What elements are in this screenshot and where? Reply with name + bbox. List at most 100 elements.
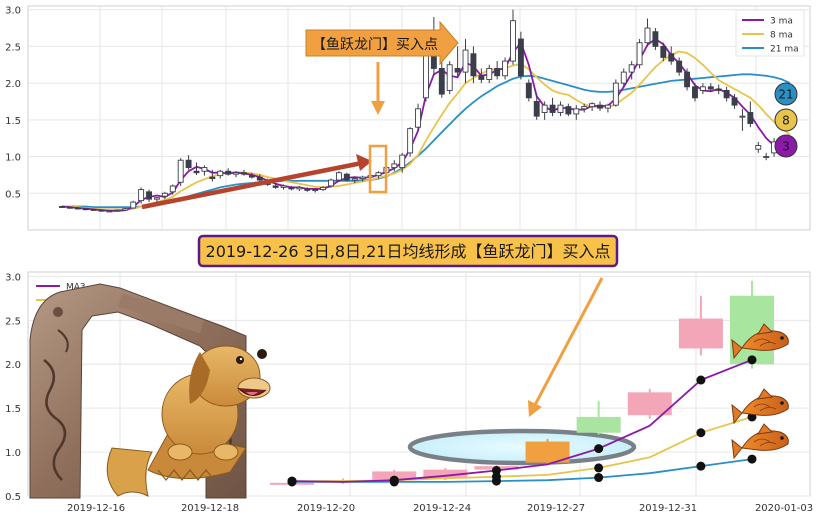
top-candle xyxy=(549,97,556,117)
top-candle xyxy=(312,188,319,193)
banner-box xyxy=(197,234,619,268)
bottom-y-tick-label: 0.5 xyxy=(5,492,21,503)
top-candle xyxy=(478,68,485,84)
top-y-tick-labels: 0.5 1.0 1.5 2.0 2.5 3.0 xyxy=(5,6,21,201)
top-candle xyxy=(241,169,247,176)
bottom-x-tick-label: 2019-12-18 xyxy=(181,503,239,514)
top-candle xyxy=(676,57,683,76)
bottom-candle xyxy=(678,295,723,356)
top-candle xyxy=(533,94,540,120)
top-candle xyxy=(636,39,643,69)
top-candle xyxy=(699,83,706,95)
top-candle xyxy=(486,64,493,84)
top-candle xyxy=(604,103,611,113)
top-candle xyxy=(660,42,667,62)
ma-circle-badge: 8 xyxy=(774,108,798,132)
top-candle xyxy=(256,174,263,182)
top-candle xyxy=(668,46,675,65)
top-candle xyxy=(169,184,176,195)
bottom-y-tick-label: 2.5 xyxy=(5,316,21,327)
bottom-y-tick-labels: 0.5 1.0 1.5 2.0 2.5 3.0 xyxy=(5,272,21,503)
top-y-tick-label: 3.0 xyxy=(5,6,21,17)
top-candle xyxy=(328,178,334,188)
top-candle xyxy=(715,84,722,95)
ma-circle-badge-label: 3 xyxy=(782,140,790,154)
bottom-candle xyxy=(627,388,672,419)
top-candle xyxy=(138,187,145,204)
top-candle xyxy=(272,182,279,189)
ma-point-marker xyxy=(389,477,399,487)
ma-point-marker xyxy=(491,466,501,476)
top-candle xyxy=(161,191,168,200)
top-candle xyxy=(375,171,382,179)
top-candle xyxy=(589,102,596,112)
buy-point-label-arrow: 【鱼跃龙门】买入点 xyxy=(305,20,459,66)
top-candle xyxy=(177,158,184,186)
top-candle xyxy=(517,31,524,80)
top-candle xyxy=(747,101,754,128)
red-trend-arrow xyxy=(141,154,372,210)
top-candle xyxy=(66,206,73,209)
bottom-x-tick-label: 2019-12-16 xyxy=(67,503,125,514)
top-candle xyxy=(446,61,453,95)
top-candle xyxy=(193,162,200,175)
bottom-y-tick-label: 2.0 xyxy=(5,360,21,371)
banner-text: 2019-12-26 3日,8日,21日均线形成【鱼跃龙门】买入点 xyxy=(206,242,611,261)
top-candle xyxy=(217,169,224,179)
top-candle xyxy=(248,172,255,179)
top-candle xyxy=(502,57,509,80)
bottom-y-tick-label: 1.5 xyxy=(5,404,21,415)
ma-point-marker xyxy=(696,461,706,471)
ma-point-marker xyxy=(747,355,757,365)
buy-point-marker xyxy=(368,62,388,194)
bottom-legend-label: MA3 xyxy=(66,283,86,293)
bottom-ma3-line xyxy=(291,358,753,483)
bottom-x-tick-labels: 2019-12-16 2019-12-18 2019-12-20 2019-12-24… xyxy=(67,503,813,514)
ma-circle-badge: 21 xyxy=(774,82,798,106)
top-candle xyxy=(597,101,603,112)
top-candle xyxy=(225,168,232,176)
top-candle xyxy=(763,152,770,161)
bottom-candle xyxy=(525,438,570,465)
top-candle xyxy=(82,207,89,211)
top-candle xyxy=(494,61,501,80)
top-candle xyxy=(707,83,714,92)
top-candle xyxy=(106,210,113,213)
bottom-x-tick-label: 2019-12-24 xyxy=(413,503,471,514)
top-candle xyxy=(296,185,303,192)
bottom-x-tick-label: 2019-12-31 xyxy=(639,503,697,514)
bottom-candle xyxy=(576,401,621,435)
mermaid-dog-icon xyxy=(106,345,271,497)
top-candle xyxy=(407,127,414,157)
top-candle xyxy=(557,101,564,117)
ma-point-marker xyxy=(747,454,757,464)
top-candle xyxy=(335,171,342,182)
top-candle xyxy=(90,208,97,211)
koi-fish-layer xyxy=(731,323,789,460)
top-candle xyxy=(98,209,105,212)
bottom-y-tick-label: 1.0 xyxy=(5,448,21,459)
ma-point-marker xyxy=(594,473,604,483)
top-candle xyxy=(462,39,469,84)
top-candle xyxy=(628,61,635,80)
top-candle xyxy=(692,83,698,102)
bottom-x-tick-label: 2020-01-03 xyxy=(755,503,813,514)
top-candle xyxy=(153,196,160,203)
top-candle xyxy=(351,177,358,183)
ma-point-marker xyxy=(696,375,706,385)
top-candle xyxy=(723,86,730,102)
ma-circle-badge-label: 21 xyxy=(778,88,793,102)
top-candle xyxy=(565,103,572,117)
top-candle xyxy=(391,160,398,172)
top-candle xyxy=(201,165,208,176)
top-candle xyxy=(114,209,121,212)
ma-point-marker xyxy=(491,476,501,486)
top-candle xyxy=(620,68,627,87)
top-candle xyxy=(612,79,619,107)
top-candle xyxy=(130,200,137,209)
koi-fish-icon xyxy=(731,323,789,360)
top-candle xyxy=(541,101,548,120)
top-legend-label: 21 ma xyxy=(770,45,799,55)
ma-circle-badge-label: 8 xyxy=(782,114,790,128)
headline-banner: 2019-12-26 3日,8日,21日均线形成【鱼跃龙门】买入点 xyxy=(197,234,619,268)
